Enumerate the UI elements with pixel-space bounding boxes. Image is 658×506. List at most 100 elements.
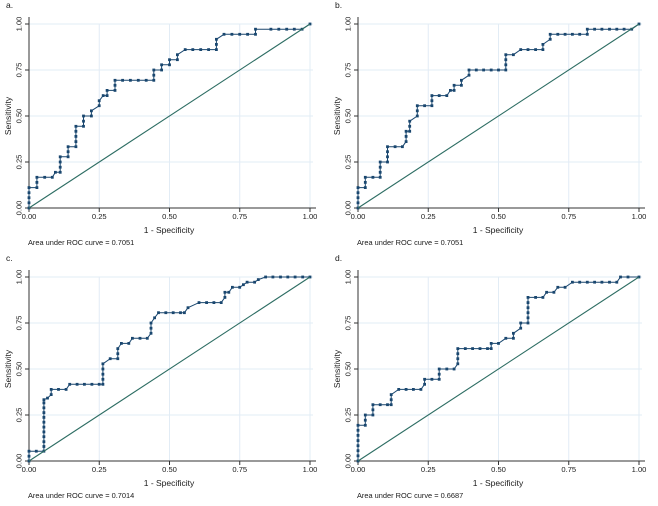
- roc-curve-marker: [526, 48, 530, 51]
- roc-curve-marker: [223, 290, 227, 294]
- y-tick-label: 0.75: [14, 315, 24, 331]
- roc-curve-marker: [412, 388, 415, 391]
- roc-curve-marker: [608, 27, 611, 31]
- roc-curve-marker: [489, 68, 493, 72]
- x-tick-label: 0.75: [561, 212, 577, 221]
- panel-letter: a.: [6, 0, 14, 10]
- roc-curve-marker: [430, 104, 434, 108]
- roc-curve-marker: [393, 145, 397, 149]
- roc-curve-marker: [90, 114, 93, 118]
- x-tick-label: 0.50: [491, 212, 506, 221]
- roc-curve-marker: [238, 32, 242, 36]
- roc-curve-marker: [512, 331, 515, 335]
- roc-curve-marker: [90, 382, 94, 386]
- roc-curve-marker: [164, 311, 168, 315]
- y-tick-label: 1.00: [343, 16, 353, 32]
- roc-curve-marker: [519, 48, 523, 51]
- roc-curve-marker: [179, 311, 182, 315]
- x-tick-label: 1.00: [631, 465, 647, 474]
- roc-curve-marker: [285, 27, 289, 31]
- roc-curve-marker: [356, 201, 360, 205]
- roc-curve-marker: [437, 377, 441, 381]
- roc-curve-marker: [430, 94, 434, 97]
- roc-curve-marker: [74, 135, 78, 138]
- roc-curve-marker: [105, 89, 109, 92]
- y-tick-label: 0.50: [343, 361, 353, 377]
- roc-curve-marker: [437, 367, 441, 371]
- roc-curve-marker: [264, 275, 267, 279]
- roc-curve-marker: [404, 140, 408, 143]
- roc-curve-marker: [215, 37, 218, 41]
- roc-curve-marker: [131, 336, 134, 340]
- roc-curve-marker: [486, 347, 489, 350]
- roc-curve-marker: [371, 408, 375, 412]
- roc-curve-marker: [363, 186, 367, 189]
- roc-curve-marker: [423, 377, 426, 381]
- roc-curve-marker: [371, 403, 375, 407]
- roc-curve-marker: [563, 32, 567, 36]
- roc-curve-marker: [423, 382, 426, 386]
- roc-curve-marker: [356, 434, 360, 437]
- roc-curve-marker: [219, 301, 223, 304]
- roc-curve-marker: [512, 53, 515, 57]
- roc-curve-marker: [82, 124, 85, 128]
- roc-curve-marker: [571, 32, 574, 36]
- roc-curve-marker: [116, 352, 120, 356]
- y-tick-label: 1.00: [14, 269, 24, 285]
- roc-curve-marker: [101, 372, 105, 376]
- roc-curve-marker: [585, 27, 589, 31]
- roc-curve-marker: [58, 165, 62, 169]
- roc-curve-marker: [467, 73, 471, 77]
- roc-curve-marker: [415, 104, 419, 108]
- x-tick-label: 1.00: [631, 212, 647, 221]
- x-tick-label: 0.75: [561, 465, 577, 474]
- roc-curve-marker: [622, 27, 626, 31]
- roc-curve-marker: [246, 32, 249, 36]
- roc-curve-marker: [541, 296, 545, 299]
- roc-curve-marker: [153, 316, 156, 320]
- roc-curve-marker: [64, 388, 68, 391]
- y-axis-title: Sensitivity: [332, 96, 342, 136]
- roc-curve-marker: [456, 352, 460, 356]
- roc-curve-marker: [415, 114, 419, 118]
- roc-curve-marker: [389, 393, 393, 396]
- roc-curve-marker: [245, 280, 249, 284]
- roc-curve-marker: [404, 388, 408, 391]
- roc-curve-marker: [108, 357, 112, 361]
- roc-curve-marker: [489, 347, 493, 350]
- roc-curve-marker: [578, 280, 582, 284]
- y-tick-label: 0.25: [343, 407, 353, 423]
- roc-curve-marker: [449, 89, 452, 92]
- roc-curve-marker: [253, 280, 256, 284]
- y-axis-title: Sensitivity: [332, 349, 342, 389]
- roc-curve-marker: [176, 53, 179, 57]
- roc-curve-marker: [504, 68, 508, 72]
- roc-curve-marker: [152, 73, 156, 77]
- reference-line: [28, 23, 311, 209]
- roc-curve-marker: [58, 155, 62, 159]
- roc-curve-marker: [408, 129, 412, 133]
- roc-curve-marker: [129, 78, 132, 82]
- roc-curve-marker: [445, 367, 449, 371]
- roc-curve-marker: [105, 94, 109, 97]
- y-tick-label: 0.00: [343, 200, 353, 216]
- roc-curve-marker: [101, 377, 105, 381]
- roc-curve-marker: [144, 78, 148, 82]
- roc-curve-marker: [254, 27, 257, 31]
- roc-curve-marker: [43, 175, 47, 179]
- roc-curve-marker: [74, 145, 78, 149]
- roc-curve-marker: [401, 145, 404, 149]
- roc-curve-marker: [145, 336, 149, 340]
- roc-curve-marker: [242, 283, 245, 287]
- roc-curve-marker: [534, 296, 537, 299]
- roc-curve-marker: [615, 27, 619, 31]
- x-tick-label: 1.00: [302, 465, 318, 474]
- roc-curve-marker: [452, 367, 456, 371]
- roc-curve-marker: [292, 27, 296, 31]
- roc-curve-marker: [205, 301, 208, 304]
- roc-curve-marker: [489, 342, 493, 345]
- auc-annotation: Area under ROC curve = 0.7051: [357, 238, 464, 247]
- roc-curve-marker: [271, 275, 275, 279]
- roc-curve-marker: [378, 175, 382, 179]
- roc-curve-marker: [460, 78, 463, 82]
